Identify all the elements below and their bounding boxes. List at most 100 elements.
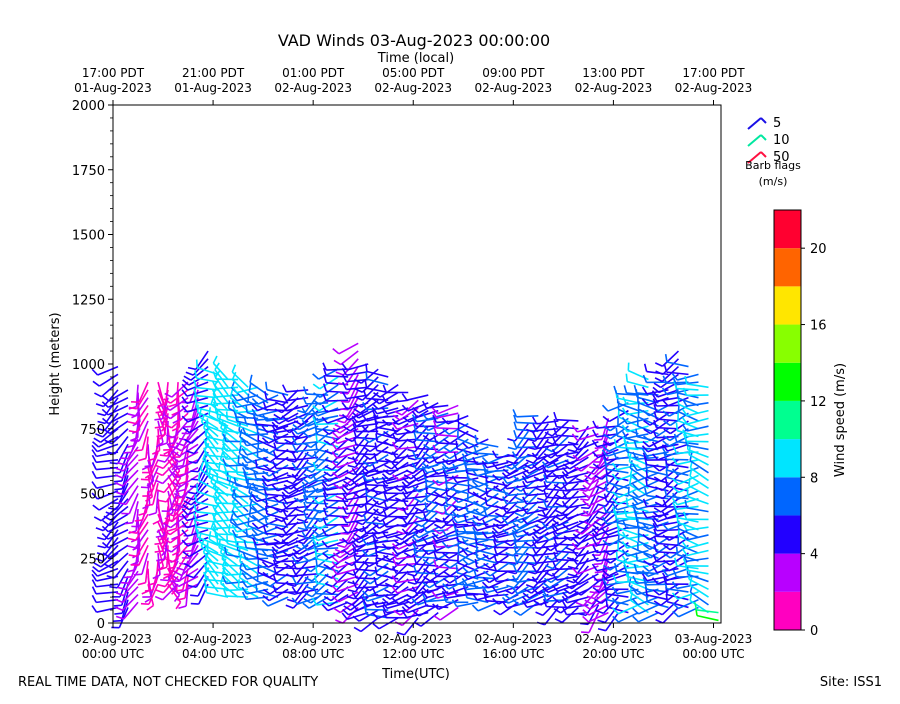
wind-barb-flag xyxy=(485,497,487,505)
top-tick-time: 21:00 PDT xyxy=(182,66,245,80)
chart-title: VAD Winds 03-Aug-2023 00:00:00 xyxy=(278,31,550,50)
colorbar-bin xyxy=(774,439,801,477)
wind-barb xyxy=(96,468,118,470)
wind-barb xyxy=(667,589,689,592)
wind-barb-flag xyxy=(555,510,562,513)
wind-barb-flag xyxy=(454,452,456,460)
wind-barb-flag xyxy=(115,483,122,486)
wind-barb xyxy=(196,378,218,382)
wind-barb-flag xyxy=(93,587,97,594)
wind-barb xyxy=(536,437,558,439)
wind-barb xyxy=(268,597,288,606)
wind-barb-flag xyxy=(283,385,287,392)
wind-barb xyxy=(618,613,638,622)
wind-barb-flag xyxy=(190,595,198,596)
barb-legend-units: (m/s) xyxy=(759,175,788,188)
x-tick-date: 03-Aug-2023 xyxy=(675,632,753,646)
wind-barb-flag xyxy=(554,419,556,427)
wind-barb-flag xyxy=(94,393,101,397)
wind-barb-flag xyxy=(313,384,319,389)
y-axis-label: Height (meters) xyxy=(48,312,63,415)
wind-barb-flag xyxy=(116,593,124,596)
wind-barb-flag xyxy=(128,546,136,548)
wind-barb xyxy=(316,594,338,595)
wind-barb xyxy=(96,475,118,478)
wind-barb-flag xyxy=(124,452,132,453)
wind-barb xyxy=(697,616,718,621)
wind-barb-flag xyxy=(463,559,469,565)
colorbar-bin xyxy=(774,325,801,363)
wind-barb-flag xyxy=(188,492,196,494)
wind-barb-flag xyxy=(677,547,678,555)
wind-barb xyxy=(617,523,639,528)
wind-barb-flag xyxy=(343,382,347,389)
wind-barb-flag xyxy=(443,454,449,459)
wind-barb xyxy=(96,592,118,594)
wind-barb-flag xyxy=(597,620,605,622)
wind-barb-flag xyxy=(184,376,191,380)
y-tick-label: 250 xyxy=(80,552,105,567)
x-tick-time: 20:00 UTC xyxy=(582,647,644,661)
wind-barb xyxy=(356,569,378,571)
barb-legend-symbol xyxy=(748,118,761,129)
wind-barb xyxy=(617,398,638,403)
wind-barb-flag xyxy=(206,553,207,561)
wind-barb-flag xyxy=(627,498,628,506)
wind-barb-flag xyxy=(538,507,546,509)
x-tick-date: 02-Aug-2023 xyxy=(174,632,252,646)
wind-barb xyxy=(416,457,438,458)
wind-barb xyxy=(440,607,458,620)
wind-barb xyxy=(656,428,678,429)
wind-barb-flag xyxy=(155,472,162,475)
wind-barb-flag xyxy=(533,556,537,563)
wind-barb-flag xyxy=(614,386,616,394)
wind-barb xyxy=(156,561,158,583)
wind-barb-flag xyxy=(238,455,239,463)
wind-barb xyxy=(606,613,619,631)
wind-barb-flag xyxy=(125,523,133,524)
wind-barb-flag xyxy=(615,439,617,447)
wind-barb-flag xyxy=(347,596,355,598)
wind-barb-flag xyxy=(225,547,227,555)
colorbar-tick-label: 12 xyxy=(810,395,827,410)
top-tick-time: 05:00 PDT xyxy=(382,66,445,80)
y-tick-label: 1000 xyxy=(72,358,105,373)
wind-barb-flag xyxy=(134,574,142,575)
wind-barb-flag xyxy=(573,538,579,544)
wind-barb-flag xyxy=(463,443,469,449)
wind-barb-flag xyxy=(336,372,343,375)
x-axis-label: Time(UTC) xyxy=(381,667,450,682)
wind-barb-flag xyxy=(515,506,522,509)
wind-barb-flag xyxy=(402,394,407,401)
wind-barb xyxy=(205,574,218,592)
wind-barb-flag xyxy=(666,354,667,362)
colorbar-bin xyxy=(774,592,801,630)
wind-barb-flag xyxy=(156,411,164,412)
wind-barb-flag xyxy=(603,405,608,411)
wind-barb-flag xyxy=(188,368,196,370)
wind-barb-flag xyxy=(444,447,451,451)
wind-barb-flag xyxy=(347,573,355,576)
wind-barb xyxy=(436,435,458,437)
colorbar-tick-label: 16 xyxy=(810,319,827,334)
wind-barb-flag xyxy=(256,460,257,468)
wind-barb-flag xyxy=(595,447,603,448)
wind-barb-flag xyxy=(472,605,478,611)
wind-barb-flag xyxy=(219,462,220,470)
wind-barb-flag xyxy=(366,364,367,372)
wind-barb xyxy=(97,569,118,577)
wind-barb xyxy=(158,429,160,451)
wind-barb-flag xyxy=(398,517,406,519)
wind-barb xyxy=(148,569,149,591)
wind-barb-flag xyxy=(494,610,501,614)
wind-barb-flag xyxy=(590,592,598,593)
wind-barb-flag xyxy=(466,503,467,511)
x-tick-time: 12:00 UTC xyxy=(382,647,444,661)
wind-barb-flag xyxy=(160,455,168,456)
wind-barb-flag xyxy=(457,565,458,573)
wind-barb-flag xyxy=(191,479,199,480)
wind-barb-flag xyxy=(666,478,667,486)
colorbar-tick-label: 8 xyxy=(810,471,818,486)
wind-barb-flag xyxy=(515,513,522,516)
wind-barb-flag xyxy=(103,396,109,401)
